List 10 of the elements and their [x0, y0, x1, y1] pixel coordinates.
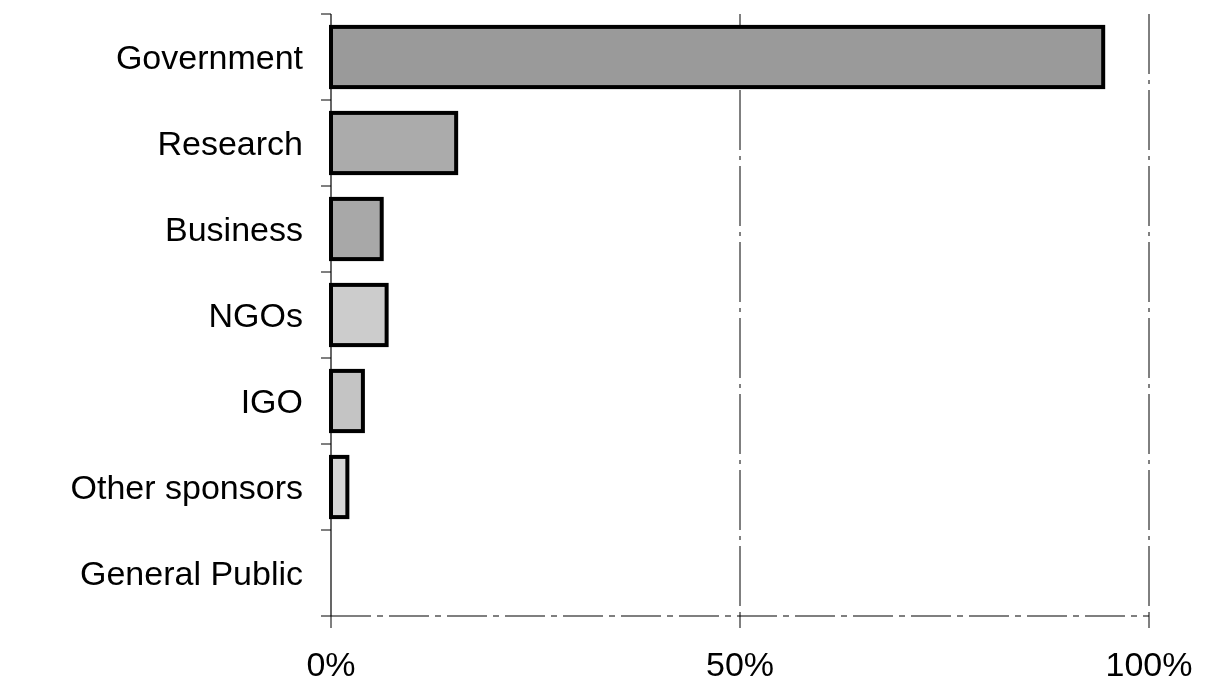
y-tick-label: Other sponsors	[70, 467, 303, 506]
y-tick-label: Research	[157, 123, 303, 162]
y-tick-label: NGOs	[208, 295, 303, 334]
y-tick-label: IGO	[240, 381, 303, 420]
x-tick-label: 0%	[306, 645, 356, 683]
x-tick-label: 50%	[705, 645, 775, 683]
y-tick-label: General Public	[79, 553, 303, 592]
y-tick-label: Business	[165, 209, 303, 248]
x-tick-label: 100%	[1105, 645, 1193, 683]
y-tick-label: Government	[115, 37, 304, 76]
